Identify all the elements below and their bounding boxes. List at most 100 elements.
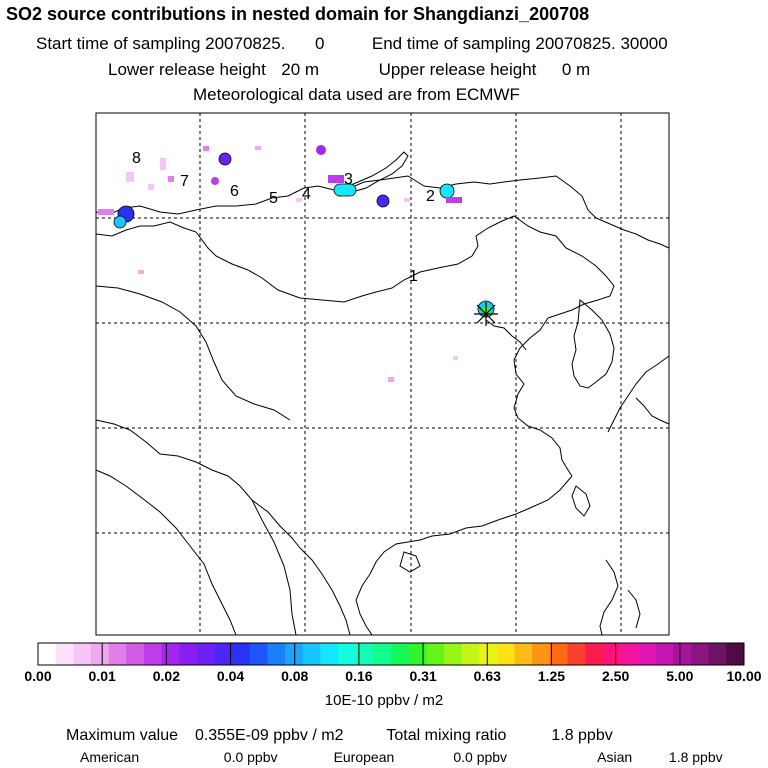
colorbar-swatch <box>73 643 92 665</box>
colorbar-swatch <box>655 643 674 665</box>
colorbar-swatch <box>320 643 339 665</box>
colorbar-swatch <box>232 643 251 665</box>
plume-cell <box>446 197 462 203</box>
plume-cell <box>148 184 154 190</box>
colorbar-swatch <box>426 643 445 665</box>
colorbar-swatch <box>443 643 462 665</box>
colorbar-swatch <box>373 643 392 665</box>
colorbar-swatch <box>567 643 586 665</box>
colorbar-tick-label: 1.25 <box>537 668 566 684</box>
colorbar-swatch <box>161 643 180 665</box>
start-time-label: Start time of sampling 20070825. <box>36 34 286 53</box>
plume-cell <box>113 215 127 229</box>
cluster-label-2: 2 <box>426 188 435 205</box>
plume-cell <box>453 356 458 360</box>
cluster-label-4: 4 <box>302 186 311 203</box>
plume-cell <box>404 198 410 202</box>
graticule <box>96 113 669 635</box>
colorbar-swatch <box>602 643 621 665</box>
colorbar-swatch <box>108 643 127 665</box>
colorbar-tick-label: 2.50 <box>602 668 630 684</box>
colorbar-swatch <box>90 643 109 665</box>
colorbar-tick-label: 10.00 <box>726 668 762 684</box>
max-value-label: Maximum value <box>66 727 179 744</box>
colorbar-swatch <box>143 643 162 665</box>
regional-contributions: American 0.0 ppbv European 0.0 ppbv Asia… <box>80 749 723 765</box>
colorbar-swatch <box>408 643 427 665</box>
total-mixing-label: Total mixing ratio <box>386 727 507 744</box>
lower-height-value: 20 m <box>281 60 320 79</box>
map-title: SO2 source contributions in nested domai… <box>6 4 590 24</box>
region-value: 0.0 ppbv <box>223 749 278 765</box>
colorbar-tick-label: 0.04 <box>216 668 245 684</box>
cluster-label-3: 3 <box>344 171 353 188</box>
colorbar-swatch <box>708 643 727 665</box>
colorbar-swatch <box>638 643 657 665</box>
colorbar-swatch <box>126 643 145 665</box>
plume-cell <box>160 158 166 170</box>
colorbar-swatch <box>355 643 374 665</box>
plume-cell <box>138 270 144 274</box>
colorbar-swatch <box>391 643 410 665</box>
map-frame <box>95 112 670 636</box>
colorbar <box>37 642 745 666</box>
met-data-line: Meteorological data used are from ECMWF <box>193 85 520 104</box>
plume-cell <box>98 209 114 215</box>
cluster-label-1: 1 <box>409 268 418 285</box>
colorbar-tick-label: 5.00 <box>666 668 694 684</box>
colorbar-swatch <box>496 643 515 665</box>
region-name: Asian <box>597 749 633 765</box>
plume-cell <box>255 146 261 150</box>
colorbar-swatch <box>338 643 357 665</box>
cluster-label-6: 6 <box>230 183 239 200</box>
colorbar-swatch <box>38 643 57 665</box>
plume-cell <box>296 198 302 202</box>
colorbar-swatch <box>726 643 745 665</box>
colorbar-swatch <box>532 643 551 665</box>
total-mixing-value: 1.8 ppbv <box>551 727 613 744</box>
colorbar-swatch <box>214 643 233 665</box>
colorbar-swatch <box>196 643 215 665</box>
summary-stats: Maximum value 0.355E-09 ppbv / m2 Total … <box>66 727 613 745</box>
release-heights: Lower release height 20 m Upper release … <box>108 60 590 80</box>
plume-cell <box>439 183 455 199</box>
region-name: European <box>333 749 395 765</box>
cluster-label-5: 5 <box>269 190 278 207</box>
plume-cell <box>316 145 326 155</box>
max-value: 0.355E-09 ppbv / m2 <box>194 727 344 744</box>
colorbar-swatch <box>285 643 304 665</box>
colorbar-swatch <box>620 643 639 665</box>
region-value: 0.0 ppbv <box>453 749 508 765</box>
colorbar-tick-label: 0.16 <box>345 668 373 684</box>
plume-cell <box>126 172 134 182</box>
plume-cell <box>328 175 344 183</box>
colorbar-swatch <box>302 643 321 665</box>
region-value: 1.8 ppbv <box>668 749 723 765</box>
concentration-field <box>98 145 495 382</box>
colorbar-tick-label: 0.63 <box>473 668 501 684</box>
plume-cell <box>376 194 390 208</box>
colorbar-swatch <box>249 643 268 665</box>
plume-cell <box>168 176 174 182</box>
region-name: American <box>80 749 140 765</box>
colorbar-swatch <box>549 643 568 665</box>
plume-cell <box>203 146 209 151</box>
colorbar-swatch <box>691 643 710 665</box>
end-time-label: End time of sampling 20070825. 30000 <box>371 34 668 53</box>
colorbar-swatch <box>514 643 533 665</box>
plume-cell <box>388 377 394 382</box>
upper-height-value: 0 m <box>561 60 591 79</box>
colorbar-tick-label: 0.08 <box>281 668 309 684</box>
colorbar-swatch <box>461 643 480 665</box>
start-time-value: 0 <box>314 34 325 53</box>
cluster-label-7: 7 <box>180 173 189 190</box>
upper-height-label: Upper release height <box>378 60 537 79</box>
colorbar-tick-label: 0.00 <box>24 668 52 684</box>
plume-cell <box>333 183 357 197</box>
colorbar-swatch <box>55 643 74 665</box>
colorbar-swatch <box>673 643 692 665</box>
cluster-label-8: 8 <box>132 150 141 167</box>
colorbar-swatch <box>267 643 286 665</box>
coastlines <box>95 151 670 636</box>
